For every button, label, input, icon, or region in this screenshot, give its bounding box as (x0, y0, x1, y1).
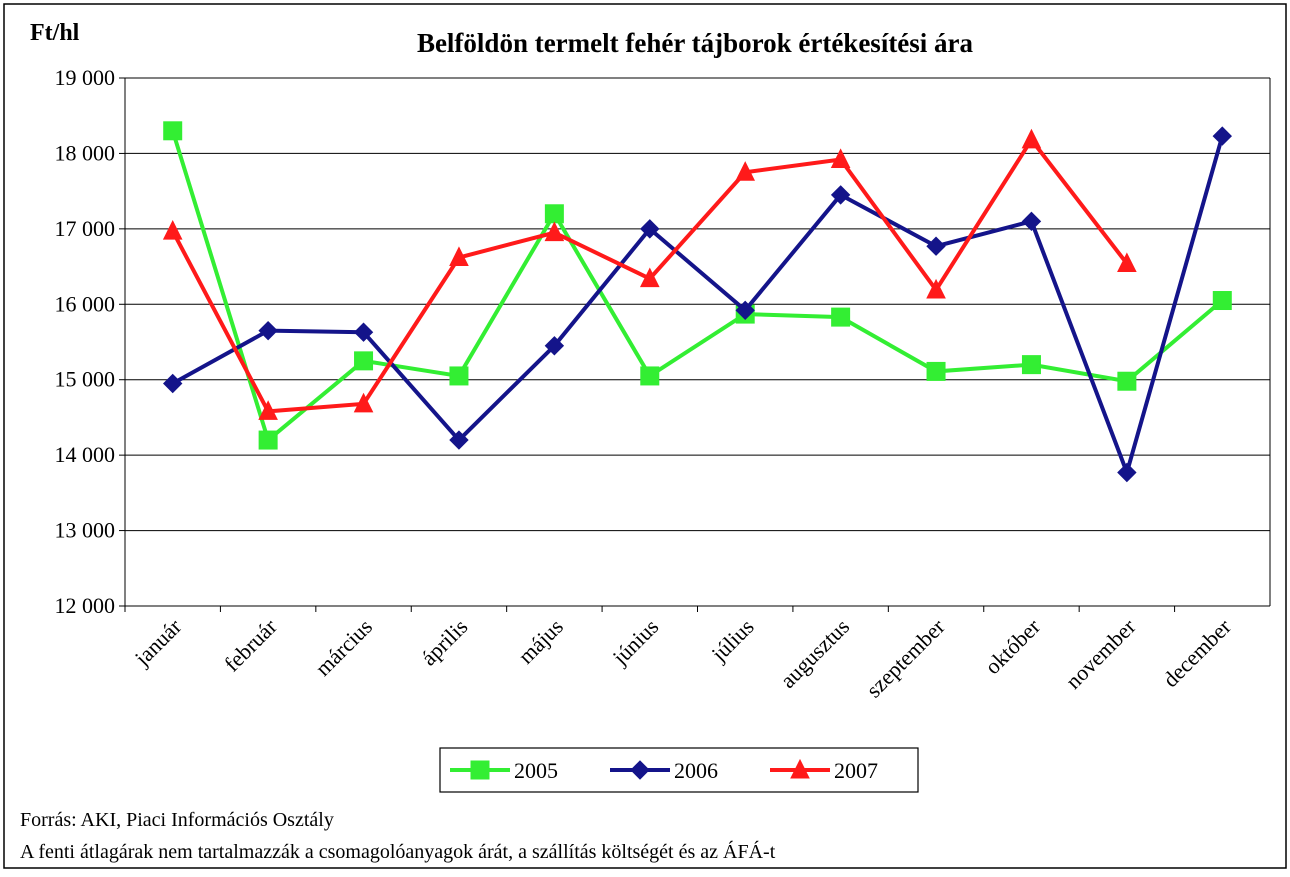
legend-label: 2007 (834, 758, 878, 783)
y-tick-label: 12 000 (55, 593, 116, 618)
legend-marker (790, 758, 810, 779)
point (926, 278, 946, 299)
series-line (170, 130, 1224, 444)
point (639, 267, 660, 288)
point (830, 185, 851, 205)
point (735, 300, 755, 321)
point (640, 366, 660, 386)
point (449, 366, 469, 386)
point (162, 220, 183, 240)
point (1117, 462, 1137, 483)
point (1212, 291, 1232, 311)
note: Forrás: AKI, Piaci Információs Osztály (20, 809, 334, 831)
point (830, 148, 851, 168)
point (1021, 128, 1042, 149)
point (258, 400, 278, 420)
point (163, 121, 183, 141)
point (735, 161, 756, 181)
legend-marker (630, 760, 650, 780)
point (353, 322, 374, 342)
legend-label: 2006 (674, 758, 718, 783)
note: A fenti átlagárak nem tartalmazzák a cso… (20, 840, 776, 863)
y-tick-label: 16 000 (55, 291, 116, 316)
point (926, 361, 946, 381)
point (1117, 371, 1137, 391)
y-tick-label: 19 000 (55, 65, 116, 90)
point (1021, 211, 1042, 232)
legend-marker (470, 760, 490, 780)
point (1212, 126, 1232, 146)
y-tick-label: 13 000 (55, 518, 116, 543)
point (1117, 252, 1137, 273)
point (1021, 355, 1041, 375)
y-tick-label: 14 000 (55, 442, 116, 467)
series-line (171, 135, 1225, 479)
point (258, 430, 278, 450)
point (831, 307, 851, 327)
point (449, 246, 469, 267)
legend-label: 2005 (514, 758, 558, 783)
point (544, 336, 565, 356)
y-tick-label: 15 000 (55, 367, 116, 392)
y-axis-label: Ft/hl (30, 20, 80, 46)
point (640, 219, 660, 239)
point (544, 221, 565, 242)
y-tick-label: 18 000 (55, 140, 116, 165)
frame (3, 3, 1287, 869)
legend-box (439, 747, 919, 793)
point (163, 373, 183, 394)
y-tick-label: 17 000 (55, 216, 116, 241)
point (544, 204, 564, 224)
point (353, 392, 374, 413)
chart-title: Belföldön termelt fehér tájborok értékes… (417, 28, 974, 58)
point (258, 320, 278, 341)
point (354, 351, 374, 371)
point (449, 430, 469, 450)
point (926, 236, 946, 256)
